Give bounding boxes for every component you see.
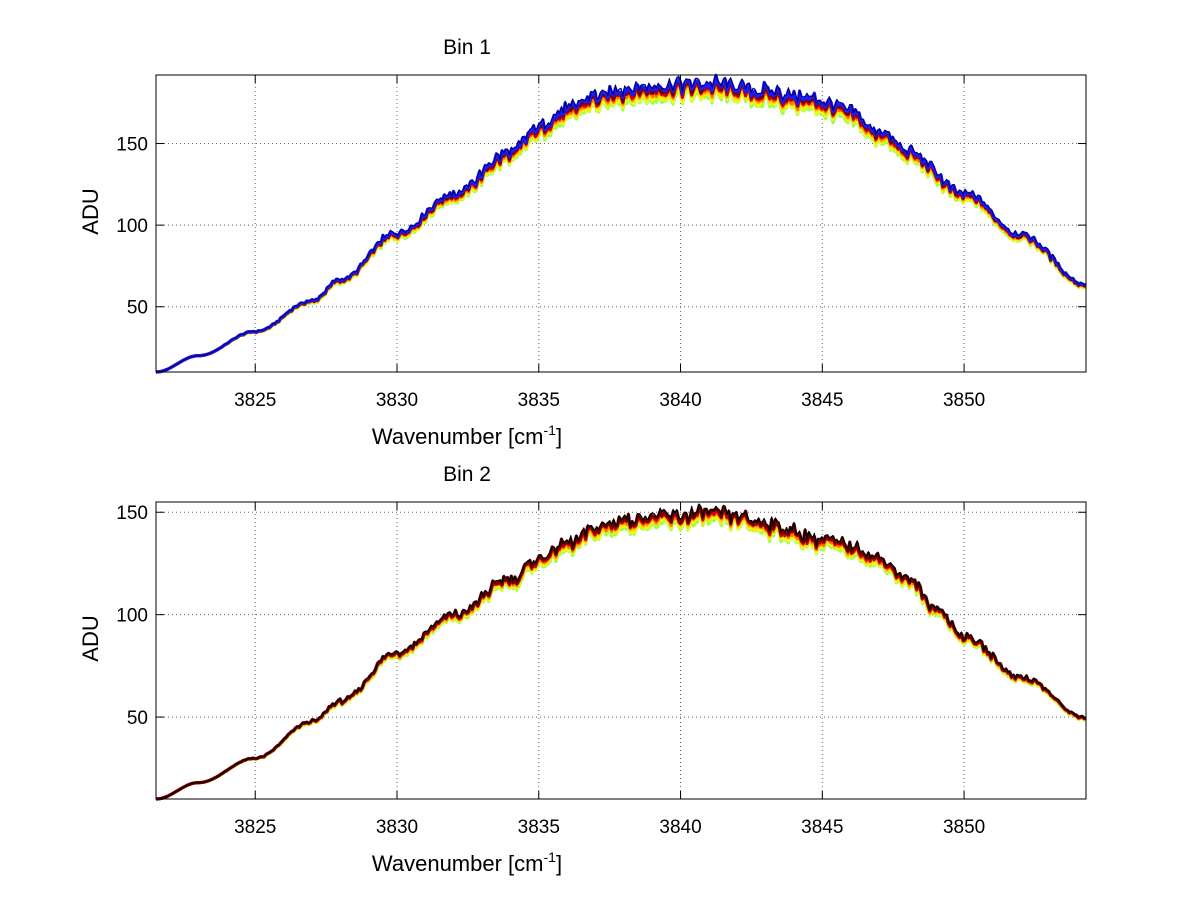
y-tick-label: 150 <box>116 135 148 156</box>
x-tick-label: 3850 <box>943 390 985 411</box>
data-bands <box>155 503 1087 801</box>
plot-frame <box>155 501 1087 800</box>
x-tick-label: 3825 <box>234 390 276 411</box>
x-axis-label-bracket: ] <box>556 424 562 449</box>
axis-ticks: 3825 3830 3835 3840 3845 3850 50 100 150 <box>116 75 1086 411</box>
y-tick-label: 50 <box>127 708 148 729</box>
x-tick-label: 3835 <box>518 817 560 838</box>
x-tick-label: 3845 <box>801 390 843 411</box>
plot-frame <box>155 74 1087 373</box>
x-tick-label: 3850 <box>943 817 985 838</box>
x-tick-label: 3825 <box>234 817 276 838</box>
series-trace <box>155 503 1087 800</box>
y-tick-label: 50 <box>127 298 148 319</box>
x-axis-label: Wavenumber [cm-1] <box>372 849 562 876</box>
x-axis-label: Wavenumber [cm-1] <box>372 422 562 449</box>
x-tick-label: 3845 <box>801 817 843 838</box>
chart-title: Bin 2 <box>443 463 491 486</box>
y-tick-label: 150 <box>116 503 148 524</box>
y-axis-label: ADU <box>78 188 103 234</box>
series-trace <box>155 74 1087 373</box>
y-tick-label: 100 <box>116 216 148 237</box>
axis-ticks: 3825 3830 3835 3840 3845 3850 50 100 150 <box>116 502 1086 838</box>
chart-panel-bin-1: 3825 3830 3835 3840 3845 3850 50 100 150 Bin 1 W… <box>78 36 1087 449</box>
data-bands <box>155 73 1087 374</box>
x-axis-label-superscript: -1 <box>544 422 557 438</box>
x-axis-label-bracket: ] <box>556 851 562 876</box>
y-axis-label: ADU <box>78 615 103 661</box>
x-tick-label: 3840 <box>659 390 701 411</box>
x-tick-label: 3840 <box>659 817 701 838</box>
y-tick-label: 100 <box>116 606 148 627</box>
x-tick-label: 3835 <box>518 390 560 411</box>
x-tick-label: 3830 <box>376 390 418 411</box>
gridlines <box>156 502 1086 799</box>
chart-title: Bin 1 <box>443 36 491 59</box>
x-axis-label-text: Wavenumber [cm <box>372 851 544 876</box>
chart-panel-bin-2: 3825 3830 3835 3840 3845 3850 50 100 150 Bin 2 W… <box>78 463 1087 876</box>
x-tick-label: 3830 <box>376 817 418 838</box>
x-axis-label-superscript: -1 <box>544 849 557 865</box>
x-axis-label-text: Wavenumber [cm <box>372 424 544 449</box>
gridlines <box>156 75 1086 372</box>
